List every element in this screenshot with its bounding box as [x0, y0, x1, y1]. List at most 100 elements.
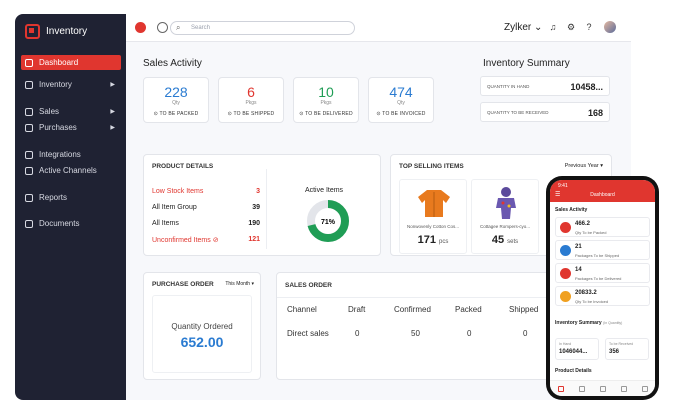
- sales-order-title: SALES ORDER: [285, 282, 332, 289]
- org-switcher[interactable]: Zylker ⌄: [504, 22, 543, 33]
- gear-icon[interactable]: ⚙: [566, 22, 576, 32]
- top-item-card[interactable]: Cottagee Rompers-cyo... 45 sets: [471, 179, 539, 254]
- sales-card-shipped[interactable]: 6 Pkgs ⊙ TO BE SHIPPED: [218, 77, 284, 123]
- phone-inv-title: Inventory Summary (In Quantity): [555, 320, 622, 326]
- avatar[interactable]: [604, 21, 616, 33]
- phone-sales-item[interactable]: 14 Packages To be Delivered: [555, 263, 650, 283]
- sales-card-label: ⊙ TO BE PACKED: [153, 111, 199, 117]
- brand[interactable]: Inventory: [25, 24, 87, 39]
- sales-card-packed[interactable]: 228 Qty ⊙ TO BE PACKED: [143, 77, 209, 123]
- active-items-title: Active Items: [304, 187, 344, 194]
- product-details-card: PRODUCT DETAILS Low Stock Items 3 All Ite…: [143, 154, 381, 256]
- period-select[interactable]: Previous Year ▾: [564, 163, 603, 169]
- tab-sales-icon[interactable]: [599, 385, 606, 392]
- romper-image: [496, 187, 516, 219]
- sidebar-item-active-channels[interactable]: Active Channels: [21, 163, 121, 178]
- low-stock-row[interactable]: Low Stock Items 3: [152, 188, 260, 195]
- sidebar-item-label: Dashboard: [39, 58, 79, 67]
- period-value: Previous Year: [564, 163, 599, 169]
- phone-inv-box: To be Received 356: [605, 338, 649, 360]
- phone-header: 9:41 ☰ Dashboard: [550, 180, 655, 202]
- tab-purchases-icon[interactable]: [620, 385, 627, 392]
- notification-dot-icon[interactable]: [135, 22, 146, 33]
- brand-name: Inventory: [46, 26, 88, 37]
- search-input[interactable]: Search: [170, 21, 355, 35]
- divider: [277, 297, 622, 298]
- sales-card-label: ⊙ TO BE SHIPPED: [227, 111, 275, 117]
- purchase-order-card: PURCHASE ORDER This Month ▾ Quantity Ord…: [143, 272, 261, 380]
- row-value: 3: [256, 188, 260, 195]
- sidebar-item-reports[interactable]: Reports: [21, 190, 121, 205]
- item-group-row[interactable]: All Item Group 39: [152, 204, 260, 211]
- tab-more-icon[interactable]: [641, 385, 648, 392]
- top-selling-title: TOP SELLING ITEMS: [399, 163, 464, 170]
- sidebar-item-label: Integrations: [39, 150, 81, 159]
- menu-icon[interactable]: ☰: [555, 192, 561, 198]
- sidebar-item-label: Inventory: [39, 80, 72, 89]
- inventory-summary-title: Inventory Summary: [483, 58, 570, 69]
- sidebar-item-inventory[interactable]: Inventory ▶: [21, 77, 121, 92]
- help-icon[interactable]: ?: [586, 22, 592, 32]
- phone-inv-box: In Hand 1046044...: [555, 338, 599, 360]
- col-header: Draft: [348, 305, 366, 314]
- item-qty-unit: pcs: [439, 239, 449, 245]
- history-icon[interactable]: [157, 22, 168, 33]
- sidebar-item-documents[interactable]: Documents: [21, 216, 121, 231]
- phone-tab-bar: [550, 380, 655, 396]
- phone-item-label: Qty To be Invoiced: [575, 299, 609, 304]
- status-dot-icon: [560, 245, 571, 256]
- sales-card-label: ⊙ TO BE DELIVERED: [299, 111, 353, 117]
- sidebar-item-label: Active Channels: [39, 166, 97, 175]
- chart-icon: [25, 193, 33, 202]
- sales-card-unit: Pkgs: [245, 100, 257, 106]
- unconfirmed-row[interactable]: Unconfirmed Items ⊘ 121: [152, 236, 260, 244]
- tab-items-icon[interactable]: [578, 385, 585, 392]
- row-value: 190: [248, 220, 260, 227]
- top-item-card[interactable]: Nonwovenly Cotton Cos... 171 pcs: [399, 179, 467, 254]
- col-header: Shipped: [509, 305, 539, 314]
- sales-activity-title: Sales Activity: [143, 58, 202, 69]
- po-period-select[interactable]: This Month ▾: [225, 281, 254, 287]
- phone-mockup: 9:41 ☰ Dashboard Sales Activity 466.2 Qty…: [546, 176, 659, 400]
- sales-card-invoiced[interactable]: 474 Qty ⊙ TO BE INVOICED: [368, 77, 434, 123]
- bag-icon: [25, 123, 33, 132]
- sales-card-unit: Qty: [397, 100, 405, 106]
- phone-item-value: 21: [575, 244, 582, 250]
- org-name: Zylker: [504, 22, 532, 33]
- qty-ordered-value: 652.00: [180, 334, 224, 350]
- item-qty: 45 sets: [472, 234, 538, 246]
- phone-product-title: Product Details: [555, 368, 592, 374]
- dashboard-icon: [25, 58, 33, 67]
- table-cell: 50: [411, 329, 420, 338]
- sidebar-item-dashboard[interactable]: Dashboard: [21, 55, 121, 70]
- sales-card-unit: Qty: [172, 100, 180, 106]
- sidebar-item-integrations[interactable]: Integrations: [21, 147, 121, 162]
- po-inner-box: Quantity Ordered 652.00: [152, 295, 252, 373]
- sidebar-item-sales[interactable]: Sales ▶: [21, 104, 121, 119]
- qty-ordered-label: Quantity Ordered: [171, 322, 233, 331]
- phone-item-value: 14: [575, 267, 582, 273]
- chevron-right-icon: ▶: [110, 125, 115, 131]
- status-dot-icon: [560, 222, 571, 233]
- status-dot-icon: [560, 291, 571, 302]
- item-qty-unit: sets: [507, 239, 519, 245]
- phone-item-value: 466.2: [575, 221, 591, 227]
- phone-sales-item[interactable]: 20833.2 Qty To be Invoiced: [555, 286, 650, 306]
- tab-dashboard-icon[interactable]: [557, 385, 564, 392]
- row-label: All Item Group: [152, 204, 197, 211]
- active-items-donut: 71%: [307, 200, 349, 242]
- row-value: 39: [252, 204, 260, 211]
- sidebar-item-purchases[interactable]: Purchases ▶: [21, 120, 121, 135]
- all-items-row[interactable]: All Items 190: [152, 220, 260, 227]
- inventory-logo-icon: [25, 24, 40, 39]
- table-cell: 0: [467, 329, 472, 338]
- sales-card-delivered[interactable]: 10 Pkgs ⊙ TO BE DELIVERED: [293, 77, 359, 123]
- phone-sales-item[interactable]: 466.2 Qty To be Packed: [555, 217, 650, 237]
- product-details-title: PRODUCT DETAILS: [152, 163, 214, 170]
- phone-title: Dashboard: [590, 192, 615, 198]
- row-label: Low Stock Items: [152, 188, 204, 195]
- sidebar-item-label: Documents: [39, 219, 80, 228]
- phone-sales-item[interactable]: 21 Packages To be Shipped: [555, 240, 650, 260]
- bell-icon[interactable]: ♫: [549, 22, 557, 32]
